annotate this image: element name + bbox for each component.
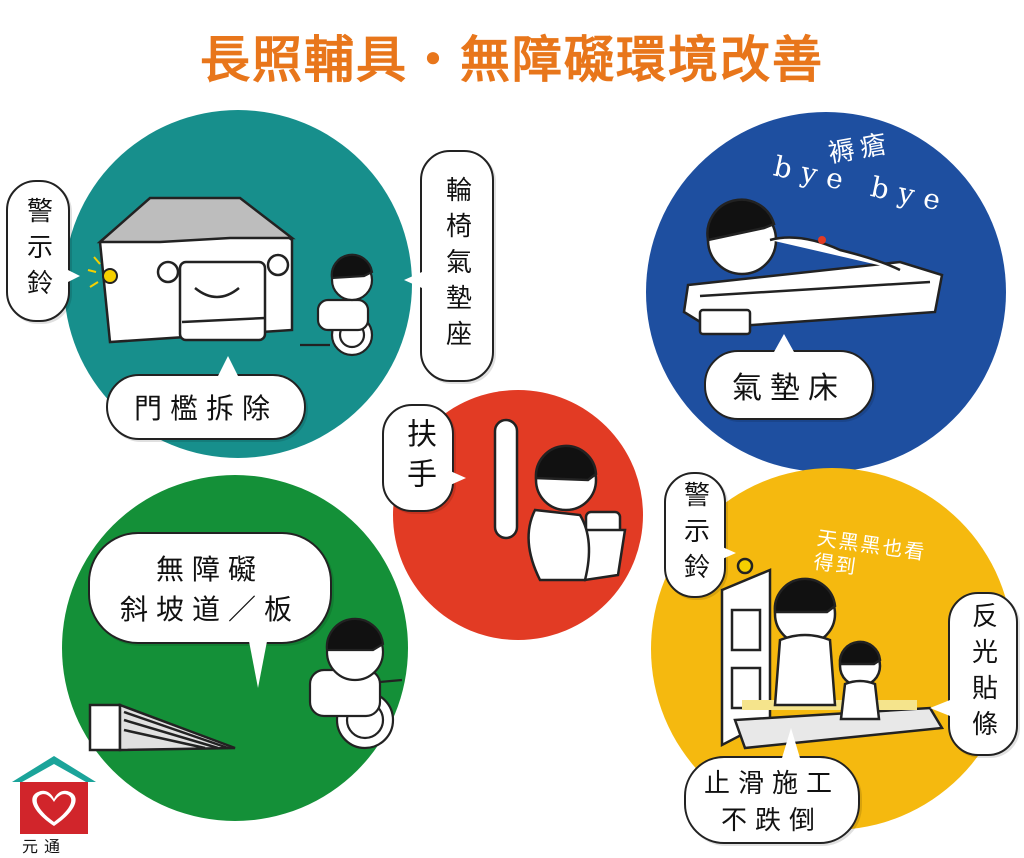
air-mattress-bubble: 氣墊床 <box>704 350 874 420</box>
non-slip-bubble: 止滑施工 不跌倒 <box>684 756 860 844</box>
wheelchair-cushion-bubble: 輪椅氣墊座 <box>420 150 494 382</box>
ramp-bubble: 無障礙 斜坡道／板 <box>88 532 332 644</box>
reflective-strip-bubble: 反光貼條 <box>948 592 1018 756</box>
bubble-tail <box>720 546 736 560</box>
non-slip-bubble-line1: 止滑施工 <box>703 769 840 799</box>
ramp-bubble-line2: 斜坡道／板 <box>119 593 300 626</box>
non-slip-bubble-line2: 不跌倒 <box>720 806 823 836</box>
doorbell-light-icon <box>87 256 118 288</box>
bubble-tail <box>774 334 794 352</box>
bubble-tail <box>248 636 268 688</box>
grab-bar-illustration <box>493 418 627 582</box>
grab-bar-bubble: 扶手 <box>382 404 454 512</box>
house-illustration <box>96 196 296 344</box>
doorbell-bubble-1: 警示鈴 <box>6 180 70 322</box>
logo-text: 元通 <box>22 837 67 856</box>
ramp-illustration <box>88 703 236 752</box>
bubble-tail <box>448 470 466 486</box>
heart-house-icon <box>12 756 96 834</box>
bubble-tail <box>64 268 80 284</box>
bubble-tail <box>782 728 800 758</box>
door-illustration <box>720 557 945 750</box>
bubble-tail <box>218 356 238 376</box>
ramp-bubble-line1: 無障礙 <box>155 553 264 586</box>
wheelchair-user-illustration-1 <box>300 253 374 357</box>
air-mattress-illustration <box>682 198 944 336</box>
doorbell-bubble-2: 警示鈴 <box>664 472 726 598</box>
page-title: 長照輔具・無障礙環境改善 <box>200 31 824 89</box>
wheelchair-user-illustration-2 <box>308 617 403 750</box>
bubble-tail <box>930 700 950 716</box>
bubble-tail <box>404 272 422 288</box>
threshold-removal-bubble: 門檻拆除 <box>106 374 306 440</box>
